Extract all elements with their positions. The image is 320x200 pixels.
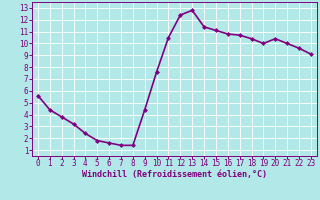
X-axis label: Windchill (Refroidissement éolien,°C): Windchill (Refroidissement éolien,°C)	[82, 170, 267, 179]
